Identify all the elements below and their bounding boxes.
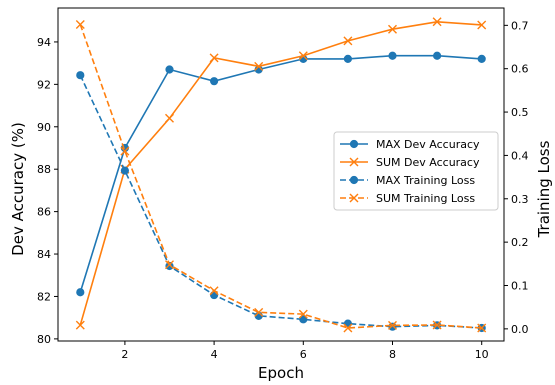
- legend-marker: [349, 139, 359, 149]
- data-point: [120, 146, 130, 156]
- data-point: [165, 65, 174, 74]
- legend-label: MAX Training Loss: [376, 174, 475, 187]
- legend-label: MAX Dev Accuracy: [376, 138, 480, 151]
- y-tick-label-left: 84: [37, 248, 51, 261]
- data-point: [343, 323, 353, 333]
- data-point: [165, 261, 174, 271]
- series-sum-training-loss: [75, 19, 487, 333]
- series-sum-dev-accuracy: [75, 17, 487, 330]
- x-tick-label: 2: [121, 348, 128, 361]
- data-point: [76, 71, 85, 80]
- data-point: [388, 322, 397, 331]
- data-point: [477, 323, 487, 333]
- x-tick-label: 10: [475, 348, 489, 361]
- legend-box: [333, 131, 499, 211]
- data-point: [210, 77, 219, 86]
- plot-area: [75, 17, 487, 333]
- y-tick-label-left: 80: [37, 333, 51, 346]
- legend-item: MAX Training Loss: [340, 174, 475, 187]
- data-point: [477, 20, 487, 30]
- legend: MAX Dev Accuracy SUM Dev Accuracy MAX Trai…: [333, 131, 499, 211]
- y-tick-label-right: 0.4: [511, 149, 529, 162]
- legend-item: SUM Dev Accuracy: [340, 156, 480, 169]
- data-point: [388, 320, 397, 330]
- y-tick-label-left: 92: [37, 78, 51, 91]
- y-tick-label-right: 0.6: [511, 63, 529, 76]
- legend-marker: [349, 157, 359, 167]
- legend-item: SUM Training Loss: [340, 192, 475, 205]
- legend-label: SUM Dev Accuracy: [376, 156, 480, 169]
- y-tick-label-right: 0.3: [511, 193, 529, 206]
- data-point: [76, 288, 85, 297]
- legend-item: MAX Dev Accuracy: [340, 138, 480, 151]
- legend-marker: [349, 193, 359, 203]
- data-point: [254, 61, 264, 71]
- data-point: [343, 54, 352, 64]
- y-tick-label-right: 0.7: [511, 19, 529, 32]
- data-point: [298, 51, 308, 61]
- series-line: [79, 20, 482, 326]
- legend-label: SUM Training Loss: [376, 192, 475, 205]
- data-point: [254, 307, 264, 317]
- y-axis-label-left: Dev Accuracy (%): [9, 122, 27, 256]
- data-point: [388, 24, 397, 34]
- series-line: [79, 54, 482, 293]
- x-axis-label: Epoch: [258, 364, 304, 382]
- y-axis-label-right: Training Loss: [535, 140, 553, 238]
- y-tick-label-left: 86: [37, 206, 51, 219]
- y-tick-label-right: 0.2: [511, 236, 529, 249]
- data-point: [298, 309, 308, 319]
- data-point: [209, 286, 219, 296]
- data-point: [477, 54, 486, 64]
- data-point: [165, 113, 174, 123]
- data-point: [299, 315, 308, 324]
- data-point: [433, 51, 442, 60]
- axes: 2 4 6 8 10 80 82 84 86 88 90 92 94 0.0 0.1 0.2 0.3 0.4 0.5…: [37, 7, 529, 361]
- axes-frame: [57, 7, 505, 342]
- x-tick-label: 6: [300, 348, 307, 361]
- series-line: [79, 74, 482, 329]
- y-tick-label-left: 88: [37, 163, 51, 176]
- data-point: [75, 320, 85, 330]
- y-tick-label-left: 82: [37, 290, 51, 303]
- x-tick-label: 8: [389, 348, 396, 361]
- data-point: [75, 19, 85, 29]
- x-tick-label: 4: [211, 348, 218, 361]
- series-line: [79, 24, 482, 329]
- data-point: [343, 36, 353, 46]
- data-point: [432, 17, 442, 27]
- data-point: [165, 260, 174, 270]
- y-tick-label-right: 0.0: [511, 323, 529, 336]
- y-tick-label-right: 0.5: [511, 106, 529, 119]
- data-point: [209, 53, 219, 63]
- y-tick-label-left: 94: [37, 36, 51, 49]
- y-tick-label-right: 0.1: [511, 280, 529, 293]
- data-point: [120, 166, 130, 175]
- data-point: [432, 320, 442, 330]
- legend-marker: [349, 175, 359, 185]
- y-tick-label-left: 90: [37, 121, 51, 134]
- data-point: [388, 51, 397, 60]
